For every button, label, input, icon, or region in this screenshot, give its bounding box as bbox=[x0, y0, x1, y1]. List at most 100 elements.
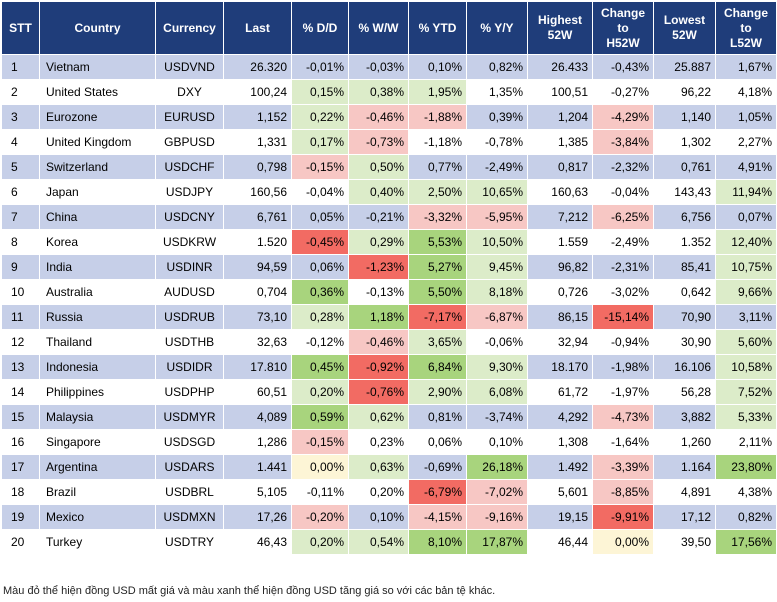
cell-pct-ww: 0,10% bbox=[348, 504, 409, 530]
cell-change-to-l52w: 4,18% bbox=[715, 79, 777, 105]
cell-lowest-52w: 1,260 bbox=[653, 429, 716, 455]
cell-country: Russia bbox=[39, 304, 156, 330]
cell-lowest-52w: 0,642 bbox=[653, 279, 716, 305]
cell-pct-ytd: 5,50% bbox=[408, 279, 467, 305]
cell-change-to-l52w: 1,05% bbox=[715, 104, 777, 130]
table-row: 15 Malaysia USDMYR 4,089 0,59% 0,62% 0,81% -3,7… bbox=[1, 404, 777, 430]
cell-change-to-h52w: -1,97% bbox=[592, 379, 654, 405]
cell-currency: USDINR bbox=[155, 254, 224, 280]
table-row: 6 Japan USDJPY 160,56 -0,04% 0,40% 2,50% 10,65%… bbox=[1, 179, 777, 205]
cell-currency: USDRUB bbox=[155, 304, 224, 330]
cell-change-to-h52w: -0,27% bbox=[592, 79, 654, 105]
cell-currency: USDKRW bbox=[155, 229, 224, 255]
cell-pct-ww: 0,63% bbox=[348, 454, 409, 480]
cell-lowest-52w: 1.164 bbox=[653, 454, 716, 480]
table-row: 12 Thailand USDTHB 32,63 -0,12% -0,46% 3,65% -0… bbox=[1, 329, 777, 355]
cell-currency: GBPUSD bbox=[155, 129, 224, 155]
table-body: 1 Vietnam USDVND 26.320 -0,01% -0,03% 0,10% 0,8… bbox=[1, 54, 777, 555]
cell-change-to-h52w: -4,73% bbox=[592, 404, 654, 430]
cell-country: Eurozone bbox=[39, 104, 156, 130]
cell-stt: 13 bbox=[1, 354, 40, 380]
cell-pct-ww: -0,21% bbox=[348, 204, 409, 230]
cell-change-to-l52w: 0,82% bbox=[715, 504, 777, 530]
cell-currency: USDTRY bbox=[155, 529, 224, 555]
header-change-to-h52w: Change to H52W bbox=[592, 1, 654, 55]
cell-pct-ww: 0,29% bbox=[348, 229, 409, 255]
cell-change-to-h52w: -2,32% bbox=[592, 154, 654, 180]
cell-currency: USDCHF bbox=[155, 154, 224, 180]
table-row: 4 United Kingdom GBPUSD 1,331 0,17% -0,73% -1,… bbox=[1, 129, 777, 155]
cell-pct-yy: -3,74% bbox=[466, 404, 528, 430]
cell-highest-52w: 1.492 bbox=[527, 454, 593, 480]
cell-lowest-52w: 3,882 bbox=[653, 404, 716, 430]
cell-highest-52w: 18.170 bbox=[527, 354, 593, 380]
cell-last: 1,152 bbox=[223, 104, 292, 130]
cell-highest-52w: 1,385 bbox=[527, 129, 593, 155]
cell-pct-yy: 10,50% bbox=[466, 229, 528, 255]
table-row: 13 Indonesia USDIDR 17.810 0,45% -0,92% 6,84% 9… bbox=[1, 354, 777, 380]
cell-change-to-h52w: -6,25% bbox=[592, 204, 654, 230]
cell-pct-ww: -1,23% bbox=[348, 254, 409, 280]
cell-change-to-l52w: 4,38% bbox=[715, 479, 777, 505]
cell-change-to-l52w: 7,52% bbox=[715, 379, 777, 405]
cell-pct-ytd: 2,50% bbox=[408, 179, 467, 205]
table-row: 3 Eurozone EURUSD 1,152 0,22% -0,46% -1,88% 0,3… bbox=[1, 104, 777, 130]
cell-change-to-h52w: -0,43% bbox=[592, 54, 654, 80]
cell-change-to-l52w: 23,80% bbox=[715, 454, 777, 480]
cell-stt: 16 bbox=[1, 429, 40, 455]
cell-last: 0,798 bbox=[223, 154, 292, 180]
cell-country: Indonesia bbox=[39, 354, 156, 380]
cell-change-to-h52w: -15,14% bbox=[592, 304, 654, 330]
cell-country: Thailand bbox=[39, 329, 156, 355]
table-row: 19 Mexico USDMXN 17,26 -0,20% 0,10% -4,15% -9,1… bbox=[1, 504, 777, 530]
cell-stt: 19 bbox=[1, 504, 40, 530]
cell-highest-52w: 0,817 bbox=[527, 154, 593, 180]
cell-country: Turkey bbox=[39, 529, 156, 555]
cell-last: 5,105 bbox=[223, 479, 292, 505]
cell-highest-52w: 86,15 bbox=[527, 304, 593, 330]
cell-country: Philippines bbox=[39, 379, 156, 405]
cell-lowest-52w: 85,41 bbox=[653, 254, 716, 280]
table-row: 10 Australia AUDUSD 0,704 0,36% -0,13% 5,50% 8,… bbox=[1, 279, 777, 305]
cell-pct-dd: 0,05% bbox=[291, 204, 349, 230]
cell-pct-ytd: -7,17% bbox=[408, 304, 467, 330]
cell-pct-ytd: 8,10% bbox=[408, 529, 467, 555]
cell-pct-dd: 0,20% bbox=[291, 529, 349, 555]
cell-change-to-l52w: 2,27% bbox=[715, 129, 777, 155]
cell-pct-ww: 0,20% bbox=[348, 479, 409, 505]
cell-pct-dd: -0,12% bbox=[291, 329, 349, 355]
cell-lowest-52w: 143,43 bbox=[653, 179, 716, 205]
cell-currency: EURUSD bbox=[155, 104, 224, 130]
cell-lowest-52w: 16.106 bbox=[653, 354, 716, 380]
cell-change-to-l52w: 2,11% bbox=[715, 429, 777, 455]
cell-lowest-52w: 1,302 bbox=[653, 129, 716, 155]
table-row: 5 Switzerland USDCHF 0,798 -0,15% 0,50% 0,77% -… bbox=[1, 154, 777, 180]
cell-lowest-52w: 17,12 bbox=[653, 504, 716, 530]
cell-currency: USDTHB bbox=[155, 329, 224, 355]
cell-change-to-l52w: 11,94% bbox=[715, 179, 777, 205]
cell-change-to-h52w: -0,04% bbox=[592, 179, 654, 205]
cell-change-to-h52w: -1,98% bbox=[592, 354, 654, 380]
cell-last: 17.810 bbox=[223, 354, 292, 380]
cell-change-to-h52w: -3,02% bbox=[592, 279, 654, 305]
cell-pct-yy: -2,49% bbox=[466, 154, 528, 180]
cell-stt: 6 bbox=[1, 179, 40, 205]
cell-change-to-l52w: 5,33% bbox=[715, 404, 777, 430]
cell-pct-ww: -0,76% bbox=[348, 379, 409, 405]
cell-lowest-52w: 0,761 bbox=[653, 154, 716, 180]
cell-change-to-l52w: 5,60% bbox=[715, 329, 777, 355]
cell-stt: 18 bbox=[1, 479, 40, 505]
cell-currency: USDBRL bbox=[155, 479, 224, 505]
cell-pct-yy: 9,30% bbox=[466, 354, 528, 380]
table-row: 14 Philippines USDPHP 60,51 0,20% -0,76% 2,90%… bbox=[1, 379, 777, 405]
cell-highest-52w: 0,726 bbox=[527, 279, 593, 305]
cell-currency: USDMYR bbox=[155, 404, 224, 430]
cell-change-to-h52w: -1,64% bbox=[592, 429, 654, 455]
cell-pct-yy: 0,82% bbox=[466, 54, 528, 80]
cell-currency: USDIDR bbox=[155, 354, 224, 380]
cell-change-to-h52w: -3,84% bbox=[592, 129, 654, 155]
cell-lowest-52w: 1,140 bbox=[653, 104, 716, 130]
cell-change-to-h52w: -2,49% bbox=[592, 229, 654, 255]
cell-pct-yy: 10,65% bbox=[466, 179, 528, 205]
cell-pct-ww: 1,18% bbox=[348, 304, 409, 330]
